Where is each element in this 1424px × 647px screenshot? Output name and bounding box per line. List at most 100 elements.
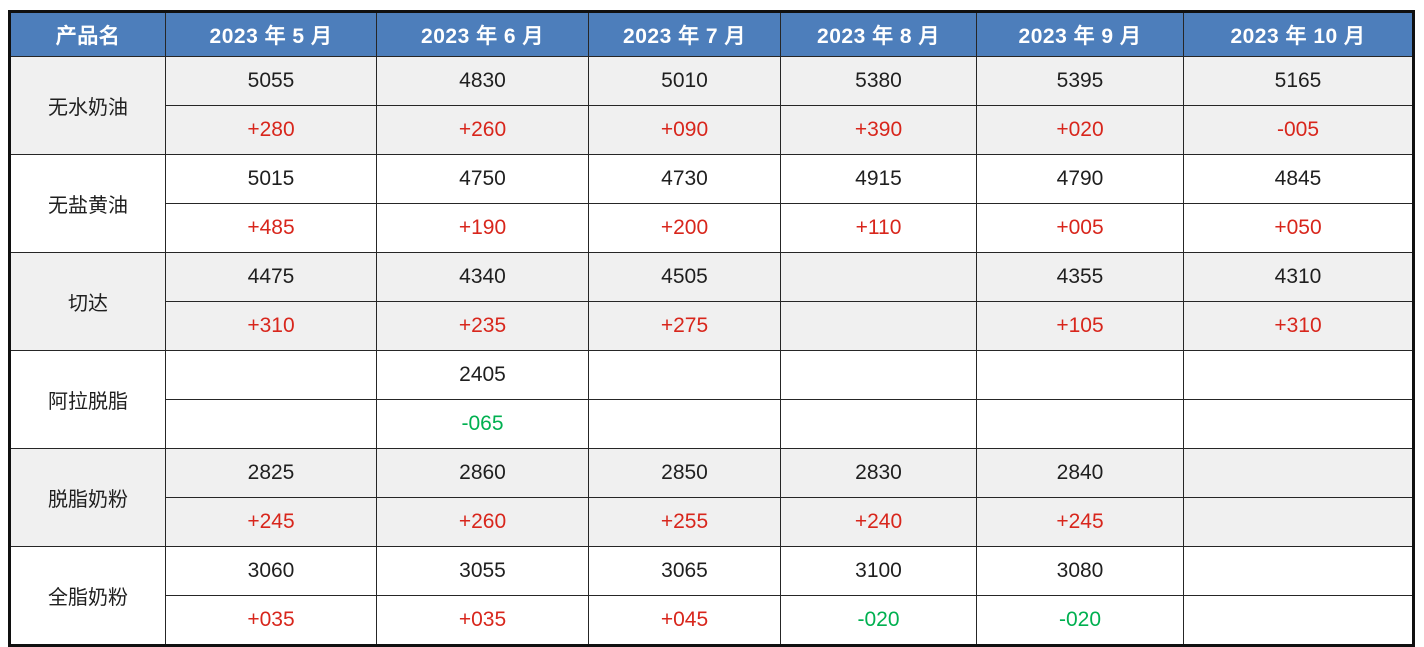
month-column-header: 2023 年 5 月 — [165, 11, 377, 57]
month-column-header: 2023 年 9 月 — [976, 11, 1184, 57]
change-cell — [165, 399, 377, 449]
price-cell: 3100 — [780, 546, 977, 596]
change-row: -065 — [10, 399, 1414, 449]
price-cell: 4310 — [1183, 252, 1414, 302]
change-cell: +235 — [376, 301, 589, 351]
change-cell: +045 — [588, 595, 781, 646]
change-cell: +275 — [588, 301, 781, 351]
price-cell: 3080 — [976, 546, 1184, 596]
price-cell — [1183, 448, 1414, 498]
price-cell: 4340 — [376, 252, 589, 302]
change-cell — [1183, 595, 1414, 646]
month-column-header: 2023 年 6 月 — [376, 11, 589, 57]
price-cell: 4475 — [165, 252, 377, 302]
change-cell: +310 — [1183, 301, 1414, 351]
price-cell: 2830 — [780, 448, 977, 498]
change-cell — [780, 399, 977, 449]
price-cell: 3055 — [376, 546, 589, 596]
month-column-header: 2023 年 7 月 — [588, 11, 781, 57]
price-cell: 4505 — [588, 252, 781, 302]
price-cell: 5395 — [976, 56, 1184, 106]
price-cell: 4355 — [976, 252, 1184, 302]
change-cell: +200 — [588, 203, 781, 253]
header-row: 产品名 2023 年 5 月 2023 年 6 月 2023 年 7 月 2023 年 … — [9, 11, 1414, 57]
change-cell: +020 — [976, 105, 1184, 155]
price-cell: 5380 — [780, 56, 977, 106]
product-name-cell: 全脂奶粉 — [9, 546, 166, 646]
price-cell: 4830 — [376, 56, 589, 106]
change-cell — [780, 301, 977, 351]
change-cell: +190 — [376, 203, 589, 253]
table-header: 产品名 2023 年 5 月 2023 年 6 月 2023 年 7 月 2023 年 … — [9, 11, 1414, 57]
change-cell: +310 — [165, 301, 377, 351]
change-cell: +005 — [976, 203, 1184, 253]
change-cell: +090 — [588, 105, 781, 155]
change-cell — [1183, 399, 1414, 449]
price-row: 无水奶油 5055 4830 5010 5380 5395 5165 — [9, 56, 1414, 155]
change-cell — [1183, 497, 1414, 547]
price-cell: 5015 — [165, 154, 377, 204]
price-cell — [780, 252, 977, 302]
price-row: 脱脂奶粉 2825 2860 2850 2830 2840 — [9, 448, 1414, 547]
price-cell: 4790 — [976, 154, 1184, 204]
change-cell: -020 — [780, 595, 977, 646]
price-cell — [165, 350, 377, 400]
price-cell: 2860 — [376, 448, 589, 498]
change-row: +245 +260 +255 +240 +245 — [10, 497, 1414, 547]
price-table-container: 产品名 2023 年 5 月 2023 年 6 月 2023 年 7 月 2023 年 … — [8, 10, 1415, 647]
change-cell: +035 — [376, 595, 589, 646]
change-cell — [976, 399, 1184, 449]
price-cell: 5165 — [1183, 56, 1414, 106]
price-row: 阿拉脱脂 2405 — [9, 350, 1414, 449]
price-cell: 5010 — [588, 56, 781, 106]
change-cell: +485 — [165, 203, 377, 253]
change-cell: +110 — [780, 203, 977, 253]
product-name-cell: 无盐黄油 — [9, 154, 166, 253]
price-cell: 4750 — [376, 154, 589, 204]
change-cell: +105 — [976, 301, 1184, 351]
change-cell: +390 — [780, 105, 977, 155]
month-column-header: 2023 年 8 月 — [780, 11, 977, 57]
change-row: +280 +260 +090 +390 +020 -005 — [10, 105, 1414, 155]
change-cell: +240 — [780, 497, 977, 547]
price-row: 全脂奶粉 3060 3055 3065 3100 3080 — [9, 546, 1414, 646]
change-row: +310 +235 +275 +105 +310 — [10, 301, 1414, 351]
price-cell: 3060 — [165, 546, 377, 596]
product-name-cell: 脱脂奶粉 — [9, 448, 166, 547]
price-cell — [780, 350, 977, 400]
change-row: +035 +035 +045 -020 -020 — [10, 595, 1414, 646]
change-cell: +035 — [165, 595, 377, 646]
dairy-price-table: 产品名 2023 年 5 月 2023 年 6 月 2023 年 7 月 2023 年 … — [8, 10, 1415, 647]
price-cell: 2825 — [165, 448, 377, 498]
price-cell: 2840 — [976, 448, 1184, 498]
table-body: 无水奶油 5055 4830 5010 5380 5395 5165 +280 +260 +090… — [9, 56, 1414, 646]
price-cell: 4915 — [780, 154, 977, 204]
price-cell: 3065 — [588, 546, 781, 596]
product-column-header: 产品名 — [9, 11, 166, 57]
month-column-header: 2023 年 10 月 — [1183, 11, 1414, 57]
price-cell: 4845 — [1183, 154, 1414, 204]
price-cell: 5055 — [165, 56, 377, 106]
price-cell: 2405 — [376, 350, 589, 400]
change-row: +485 +190 +200 +110 +005 +050 — [10, 203, 1414, 253]
price-cell: 2850 — [588, 448, 781, 498]
price-cell — [976, 350, 1184, 400]
change-cell: +245 — [165, 497, 377, 547]
price-cell — [1183, 350, 1414, 400]
product-name-cell: 切达 — [9, 252, 166, 351]
change-cell: +245 — [976, 497, 1184, 547]
price-cell — [588, 350, 781, 400]
change-cell: +260 — [376, 497, 589, 547]
change-cell: -005 — [1183, 105, 1414, 155]
change-cell: -065 — [376, 399, 589, 449]
change-cell — [588, 399, 781, 449]
change-cell: +280 — [165, 105, 377, 155]
price-cell: 4730 — [588, 154, 781, 204]
price-cell — [1183, 546, 1414, 596]
price-row: 无盐黄油 5015 4750 4730 4915 4790 4845 — [9, 154, 1414, 253]
change-cell: +255 — [588, 497, 781, 547]
change-cell: -020 — [976, 595, 1184, 646]
product-name-cell: 阿拉脱脂 — [9, 350, 166, 449]
change-cell: +050 — [1183, 203, 1414, 253]
product-name-cell: 无水奶油 — [9, 56, 166, 155]
